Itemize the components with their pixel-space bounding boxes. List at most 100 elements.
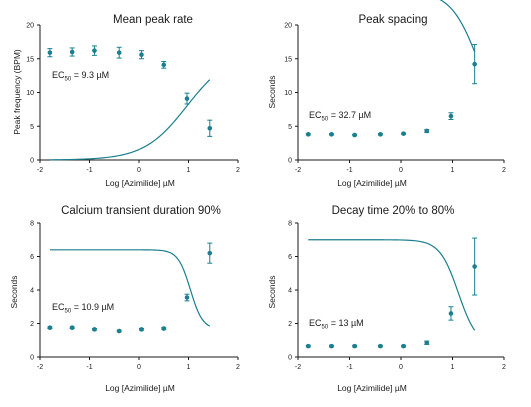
chart-title: Calcium transient duration 90% [61, 205, 221, 217]
data-point [92, 48, 97, 53]
y-tick-label: 5 [288, 124, 292, 131]
y-tick-label: 8 [30, 221, 34, 228]
panel-decay-time: Decay time 20% to 80% Log [Azimilide] µM… [267, 205, 506, 393]
chart-title: Mean peak rate [113, 14, 193, 26]
y-tick-label: 4 [30, 288, 34, 295]
data-point [139, 52, 144, 57]
fit-curve [439, 0, 476, 53]
data-point [116, 50, 122, 55]
x-tick-label: 2 [502, 364, 506, 371]
y-tick-label: 2 [30, 321, 34, 328]
y-axis-label: Peak frequency (BPM) [12, 49, 22, 135]
data-point [161, 326, 167, 331]
y-tick-label: 8 [288, 221, 292, 228]
x-tick-label: -1 [86, 167, 92, 174]
x-tick-label: 1 [187, 364, 191, 371]
x-axis-label: Log [Azimilide] µM [337, 178, 407, 188]
x-tick-label: 0 [137, 167, 141, 174]
ec50-subscript: 50 [65, 77, 72, 83]
y-tick-label: 5 [30, 124, 34, 131]
panel-mean-peak-rate: Mean peak rate Log [Azimilide] µM Peak f… [12, 14, 240, 188]
x-tick-label: -1 [346, 364, 352, 371]
x-tick-label: -2 [37, 167, 43, 174]
x-tick-label: 0 [137, 364, 141, 371]
data-point [116, 328, 122, 334]
x-tick-label: 0 [399, 364, 403, 371]
data-point [329, 132, 334, 137]
data-point [207, 125, 213, 131]
ec50-annotation: EC50 = 13 µM [309, 318, 364, 331]
y-tick-label: 2 [288, 321, 292, 328]
data-point [306, 343, 311, 349]
x-tick-label: -2 [37, 364, 43, 371]
y-tick-label: 6 [288, 254, 292, 261]
data-point [47, 325, 53, 330]
ec50-subscript: 50 [65, 309, 72, 315]
data-point [69, 325, 75, 330]
ec50-value: = 10.9 µM [71, 302, 114, 312]
ec50-value: = 32.7 µM [328, 110, 371, 120]
y-tick-label: 0 [288, 158, 292, 165]
y-axis-label: Seconds [267, 75, 277, 108]
ec50-prefix: EC [309, 110, 322, 120]
data-point [139, 327, 144, 332]
x-tick-label: -1 [86, 364, 92, 371]
data-point [424, 128, 430, 134]
chart-title: Decay time 20% to 80% [332, 205, 455, 217]
x-tick-label: 1 [187, 167, 191, 174]
panel-calcium-transient: Calcium transient duration 90% Log [Azim… [9, 205, 240, 393]
data-point [378, 343, 383, 349]
plot-area: -2 -1 0 1 2 0 2 4 6 8 [288, 221, 506, 372]
data-point [401, 343, 406, 349]
data-point [448, 311, 454, 316]
data-point [47, 50, 53, 55]
data-point [184, 295, 190, 300]
x-tick-label: 2 [236, 364, 240, 371]
y-tick-label: 0 [30, 355, 34, 362]
fit-curve [49, 79, 211, 161]
y-tick-label: 6 [30, 254, 34, 261]
ec50-value: = 13 µM [328, 318, 363, 328]
data-point [306, 132, 311, 137]
ec50-prefix: EC [52, 302, 65, 312]
data-point [352, 343, 357, 349]
y-tick-label: 0 [30, 158, 34, 165]
data-point [378, 132, 383, 137]
ec50-value: = 9.3 µM [71, 70, 109, 80]
ec50-annotation: EC50 = 10.9 µM [52, 302, 114, 315]
data-point [448, 113, 454, 119]
fit-curve [49, 249, 211, 327]
y-axis-label: Seconds [9, 275, 19, 308]
data-point [472, 61, 477, 67]
y-tick-label: 15 [284, 56, 292, 63]
y-tick-label: 20 [284, 23, 292, 30]
x-tick-label: 2 [236, 167, 240, 174]
data-point [352, 132, 357, 138]
ec50-subscript: 50 [322, 325, 329, 331]
y-tick-label: 10 [284, 90, 292, 97]
data-point [329, 343, 334, 349]
data-point [184, 96, 190, 101]
ec50-prefix: EC [52, 70, 65, 80]
ec50-subscript: 50 [322, 117, 329, 123]
x-tick-label: 1 [451, 167, 455, 174]
y-tick-label: 4 [288, 288, 292, 295]
x-tick-label: -1 [346, 167, 352, 174]
x-tick-label: 2 [502, 167, 506, 174]
ec50-prefix: EC [309, 318, 322, 328]
x-tick-label: -2 [295, 167, 301, 174]
x-tick-label: 1 [451, 364, 455, 371]
panel-peak-spacing: Peak spacing Log [Azimilide] µM Seconds … [267, 0, 506, 188]
x-axis-label: Log [Azimilide] µM [337, 383, 407, 393]
data-point [207, 250, 213, 256]
y-tick-label: 10 [26, 90, 34, 97]
data-point [472, 264, 477, 269]
y-tick-label: 0 [288, 355, 292, 362]
fit-curve [308, 239, 476, 331]
x-axis-label: Log [Azimilide] µM [105, 178, 175, 188]
data-point [92, 327, 97, 332]
y-tick-label: 20 [26, 23, 34, 30]
